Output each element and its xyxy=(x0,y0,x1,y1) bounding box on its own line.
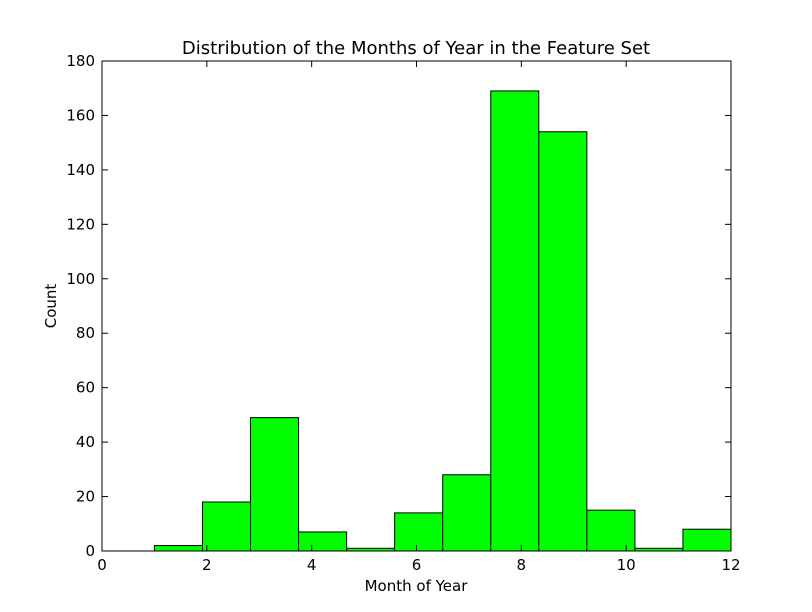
histogram-bar-8 xyxy=(490,90,540,552)
histogram-bar-7 xyxy=(442,474,492,552)
x-tick-label: 4 xyxy=(307,556,317,574)
x-tick-label: 8 xyxy=(517,556,527,574)
y-tick-label: 120 xyxy=(66,215,95,233)
bars-group xyxy=(153,90,732,552)
y-tick-label: 60 xyxy=(76,379,95,397)
y-tick-label: 160 xyxy=(66,106,95,124)
plot-area-frame xyxy=(101,60,732,552)
y-axis-label: Count xyxy=(42,284,60,329)
y-tick-label: 80 xyxy=(76,324,95,342)
histogram-bar-2 xyxy=(201,501,251,552)
x-tick-label: 10 xyxy=(617,556,636,574)
y-tick-label: 0 xyxy=(85,542,95,560)
x-tick-label: 6 xyxy=(412,556,422,574)
y-tick-label: 100 xyxy=(66,270,95,288)
histogram-bar-12 xyxy=(682,528,732,552)
y-tick-label: 20 xyxy=(76,488,95,506)
y-tick-label: 180 xyxy=(66,52,95,70)
histogram-bar-6 xyxy=(394,512,444,552)
chart-title: Distribution of the Months of Year in th… xyxy=(182,38,650,59)
x-tick-label: 0 xyxy=(97,556,107,574)
x-tick-label: 12 xyxy=(721,556,740,574)
histogram-bar-3 xyxy=(249,417,300,552)
histogram-bar-4 xyxy=(298,531,348,552)
x-tick-label: 2 xyxy=(202,556,212,574)
y-tick-label: 40 xyxy=(76,433,95,451)
histogram-bar-10 xyxy=(586,509,636,552)
histogram-bar-1 xyxy=(153,545,203,552)
x-axis-label: Month of Year xyxy=(365,577,469,595)
y-tick-label: 140 xyxy=(66,161,95,179)
histogram-bar-9 xyxy=(538,131,588,552)
